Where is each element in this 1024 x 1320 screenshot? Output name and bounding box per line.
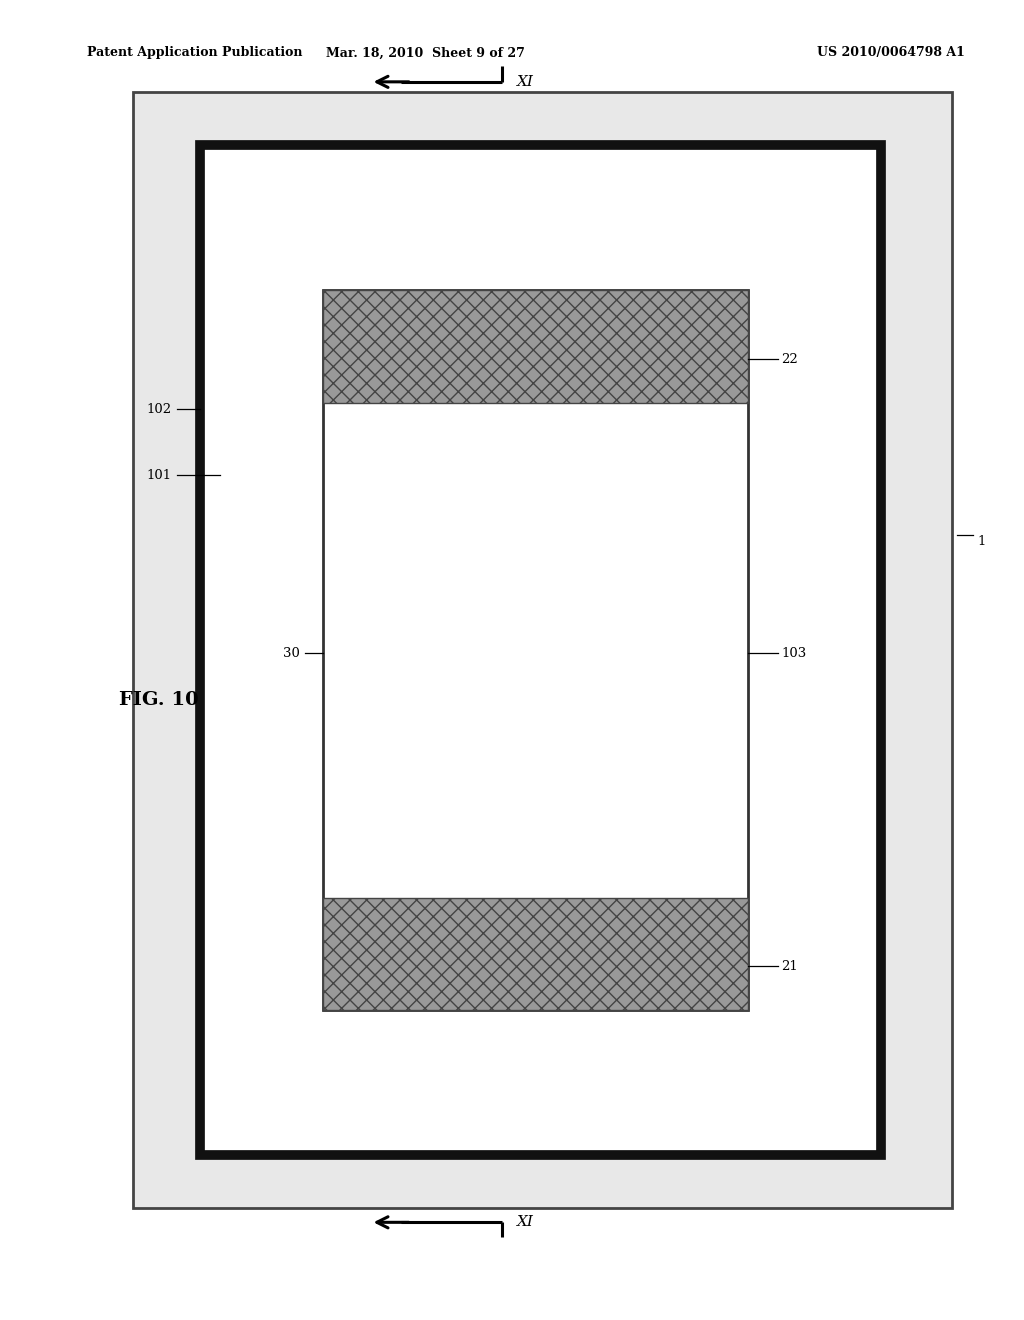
Text: XI: XI	[517, 75, 534, 88]
Text: 102: 102	[146, 403, 172, 416]
Text: Mar. 18, 2010  Sheet 9 of 27: Mar. 18, 2010 Sheet 9 of 27	[326, 46, 524, 59]
Bar	[323, 898, 748, 1010]
Text: 21: 21	[781, 960, 798, 973]
Text: 103: 103	[781, 647, 807, 660]
Text: 30: 30	[284, 647, 300, 660]
Text: FIG. 10: FIG. 10	[119, 690, 199, 709]
Text: Patent Application Publication: Patent Application Publication	[87, 46, 302, 59]
Text: 1: 1	[978, 535, 986, 548]
Text: US 2010/0064798 A1: US 2010/0064798 A1	[817, 46, 965, 59]
Text: 101: 101	[146, 469, 172, 482]
Bar	[323, 290, 748, 1010]
Bar	[133, 92, 952, 1208]
Text: 22: 22	[781, 352, 798, 366]
Text: XI: XI	[517, 1216, 534, 1229]
Bar	[323, 290, 748, 403]
Bar	[323, 290, 748, 403]
Bar	[323, 898, 748, 1010]
Bar	[200, 145, 881, 1155]
